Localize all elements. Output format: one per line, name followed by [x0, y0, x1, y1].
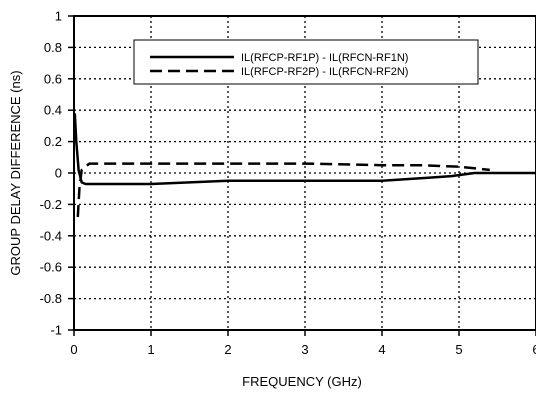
series-line-1	[74, 113, 536, 186]
legend: IL(RFCP-RF1P) - IL(RFCN-RF1N) IL(RFCP-RF…	[133, 39, 479, 85]
x-axis-title: FREQUENCY (GHz)	[242, 374, 362, 389]
legend-label-series-1: IL(RFCP-RF1P) - IL(RFCN-RF1N)	[241, 52, 408, 64]
tick-marks	[68, 15, 536, 336]
x-tick-label: 4	[378, 342, 385, 357]
y-tick-label: 0.6	[44, 71, 62, 86]
y-tick-label: 0.4	[44, 103, 62, 118]
y-tick-label: 0.2	[44, 134, 62, 149]
y-tick-label: 1	[55, 9, 62, 24]
y-axis-title: GROUP DELAY DIFFERENCE (ns)	[8, 70, 23, 275]
y-tick-label: -0.6	[40, 260, 62, 275]
y-tick-labels: 1 0.8 0.6 0.4 0.2 0 -0.2 -0.4 -0.6 -0.8 -1	[40, 9, 62, 338]
x-tick-labels: 0 1 2 3 4 5 6	[70, 342, 536, 357]
y-tick-label: 0	[55, 166, 62, 181]
series-layer	[74, 113, 536, 218]
legend-label-series-2: IL(RFCP-RF2P) - IL(RFCN-RF2N)	[241, 66, 408, 78]
x-tick-label: 0	[70, 342, 77, 357]
x-tick-label: 3	[301, 342, 308, 357]
y-tick-label: -0.8	[40, 291, 62, 306]
y-tick-label: -1	[50, 323, 62, 338]
y-tick-label: -0.2	[40, 197, 62, 212]
x-tick-label: 1	[147, 342, 154, 357]
x-tick-label: 2	[224, 342, 231, 357]
y-tick-label: -0.4	[40, 228, 62, 243]
y-tick-label: 0.8	[44, 40, 62, 55]
legend-box	[133, 39, 479, 85]
x-tick-label: 6	[532, 342, 536, 357]
x-tick-label: 5	[455, 342, 462, 357]
series-line-2	[76, 162, 490, 218]
